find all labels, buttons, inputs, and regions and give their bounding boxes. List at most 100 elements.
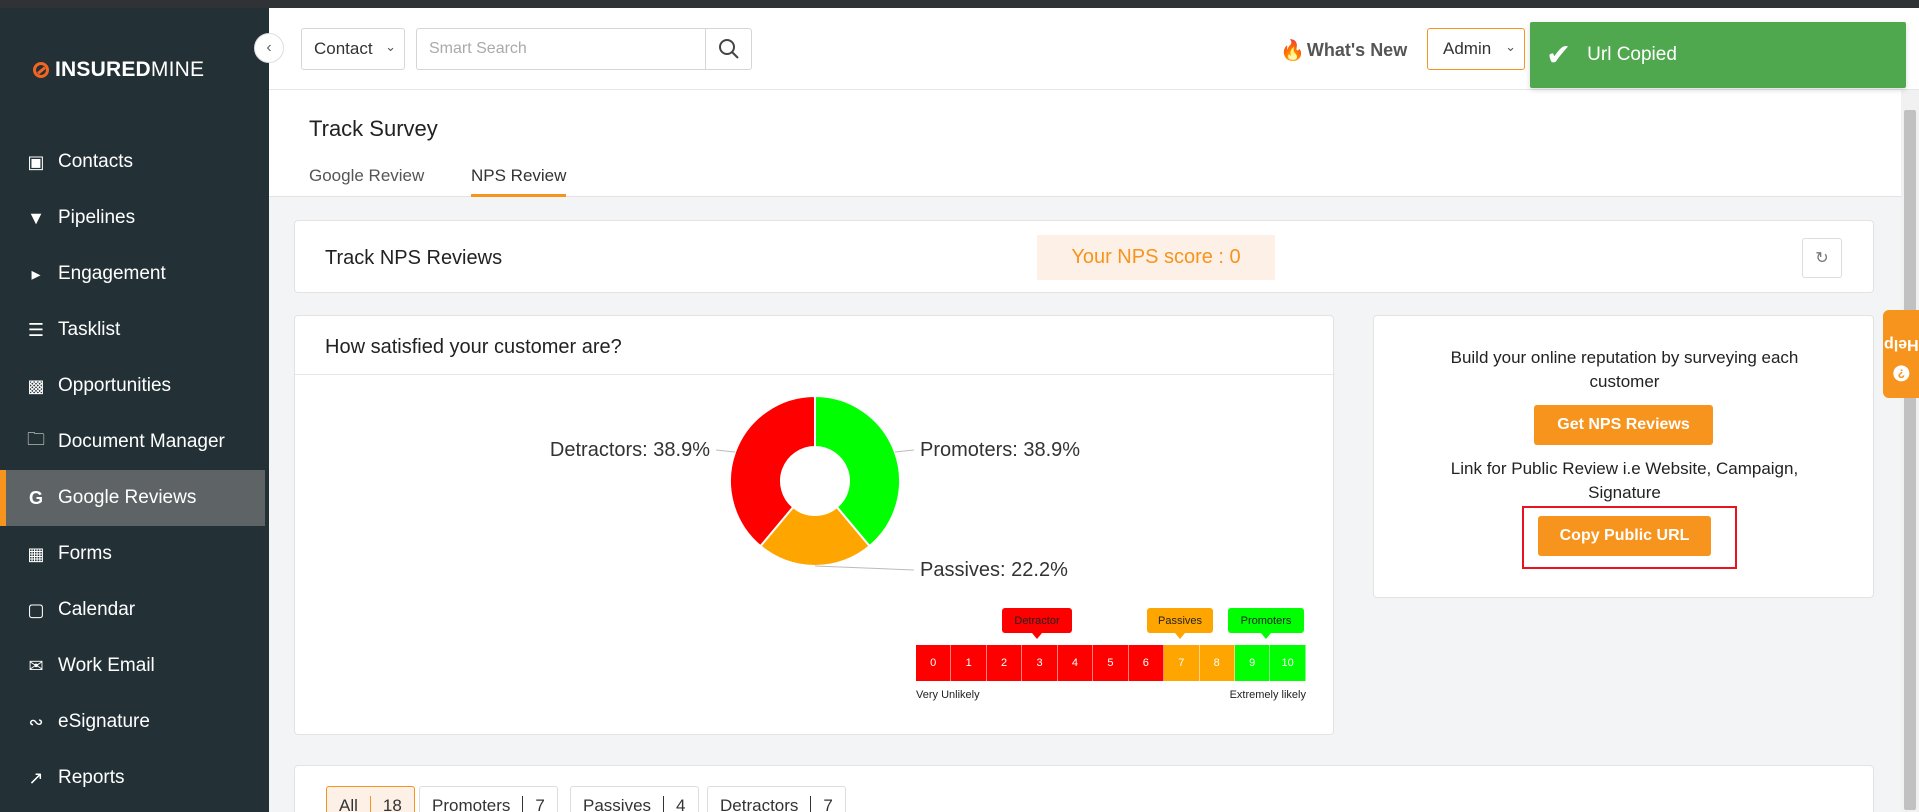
sidebar-item-esignature[interactable]: ∾ eSignature <box>0 694 269 750</box>
scale-cell-0: 0 <box>916 645 952 681</box>
copy-public-url-button[interactable]: Copy Public URL <box>1538 516 1711 556</box>
sidebar: INSURED MINE ▣ Contacts ▼ Pipelines ▸ Engage… <box>0 8 269 812</box>
scale-cell-5: 5 <box>1093 645 1129 681</box>
question-icon: ? <box>1893 365 1910 382</box>
help-tab[interactable]: ? Help <box>1883 310 1919 398</box>
tab-nps-review[interactable]: NPS Review <box>471 166 567 197</box>
contact-type-select[interactable]: Contact ⌄ <box>301 28 405 70</box>
refresh-icon: ↻ <box>1815 250 1829 267</box>
nps-donut-chart: Promoters: 38.9% Passives: 22.2% Detractor… <box>550 394 1080 581</box>
pie-slice-detractors[interactable] <box>729 394 816 548</box>
sidebar-item-engagement[interactable]: ▸ Engagement <box>0 246 269 302</box>
sidebar-nav: ▣ Contacts ▼ Pipelines ▸ Engagement ☰ Taskli… <box>0 134 269 806</box>
tab-google-review[interactable]: Google Review <box>309 166 425 185</box>
nps-score-badge: Your NPS score : 0 <box>1037 235 1275 280</box>
smart-search-input[interactable] <box>416 28 706 70</box>
filter-passives[interactable]: Passives 4 <box>570 786 699 812</box>
nps-card-title: Track NPS Reviews <box>325 247 503 269</box>
filter-label: Promoters <box>432 796 511 812</box>
scale-cells: 0 1 2 3 4 5 6 7 8 9 10 <box>916 645 1306 681</box>
scale-cell-10: 10 <box>1270 645 1306 681</box>
insuredmine-logo[interactable]: INSURED MINE <box>33 58 204 82</box>
scale-cell-7: 7 <box>1164 645 1200 681</box>
filter-count: 4 <box>676 796 686 812</box>
sidebar-item-tasklist[interactable]: ☰ Tasklist <box>0 302 269 358</box>
refresh-button[interactable]: ↻ <box>1802 238 1842 278</box>
separator <box>663 796 665 812</box>
sidebar-item-opportunities[interactable]: ▩ Opportunities <box>0 358 269 414</box>
sidebar-item-contacts[interactable]: ▣ Contacts <box>0 134 269 190</box>
filter-count: 7 <box>535 796 545 812</box>
tasklist-icon: ☰ <box>27 319 45 340</box>
pie-leader-line-passives <box>814 565 915 571</box>
sidebar-item-label: Work Email <box>58 655 155 676</box>
sidebar-item-document-manager[interactable]: 🗀 Document Manager <box>0 414 269 470</box>
browser-top-strip <box>0 0 1919 8</box>
sidebar-item-label: Reports <box>58 767 125 788</box>
sidebar-item-label: Engagement <box>58 263 166 284</box>
chevron-down-icon: ⌄ <box>385 39 396 54</box>
pipelines-icon: ▼ <box>27 207 45 228</box>
sidebar-item-reports[interactable]: ↗ Reports <box>0 750 269 806</box>
calendar-icon: ▢ <box>27 599 45 620</box>
megaphone-icon: ▸ <box>31 263 41 284</box>
separator <box>522 796 524 812</box>
fire-icon: 🔥 <box>1280 40 1305 62</box>
logo-text-bold: INSURED <box>55 58 151 81</box>
filter-label: Detractors <box>720 796 799 812</box>
scale-low-label: Very Unlikely <box>916 689 980 701</box>
sidebar-item-label: Contacts <box>58 151 133 172</box>
whats-new-link[interactable]: 🔥 What's New <box>1280 38 1407 63</box>
scale-high-label: Extremely likely <box>1229 689 1306 701</box>
sidebar-item-pipelines[interactable]: ▼ Pipelines <box>0 190 269 246</box>
sidebar-item-calendar[interactable]: ▢ Calendar <box>0 582 269 638</box>
sidebar-item-label: Opportunities <box>58 375 172 396</box>
detractor-tag: Detractor <box>1002 608 1072 639</box>
admin-select[interactable]: Admin ⌄ <box>1427 28 1525 70</box>
filter-detractors[interactable]: Detractors 7 <box>707 786 846 812</box>
sidebar-item-forms[interactable]: ▦ Forms <box>0 526 269 582</box>
filter-label: All <box>339 796 358 812</box>
forms-icon: ▦ <box>27 543 45 564</box>
sidebar-item-work-email[interactable]: ✉ Work Email <box>0 638 269 694</box>
separator <box>810 796 812 812</box>
sidebar-item-label: Tasklist <box>58 319 121 340</box>
logo-mark-icon <box>33 62 49 78</box>
chart-card-title: How satisfied your customer are? <box>325 336 622 358</box>
sidebar-item-google-reviews[interactable]: G Google Reviews <box>0 470 265 526</box>
contacts-icon: ▣ <box>27 151 45 172</box>
scale-cell-9: 9 <box>1234 645 1271 681</box>
filter-label: Passives <box>583 796 652 812</box>
pie-leader-line-detractors <box>715 449 736 453</box>
filter-promoters[interactable]: Promoters 7 <box>419 786 558 812</box>
card-divider <box>295 374 1335 375</box>
filter-all[interactable]: All 18 <box>326 786 415 812</box>
scale-cell-4: 4 <box>1057 645 1094 681</box>
toast-message: Url Copied <box>1587 44 1677 65</box>
opportunities-icon: ▩ <box>27 375 45 396</box>
page-scrollbar[interactable] <box>1901 90 1919 812</box>
help-label: Help <box>1883 336 1919 353</box>
pie-label-detractors: Detractors: 38.9% <box>550 439 710 461</box>
nps-score-card: Track NPS Reviews Your NPS score : 0 ↻ <box>294 220 1874 293</box>
get-nps-reviews-button[interactable]: Get NPS Reviews <box>1534 405 1713 445</box>
public-link-text: Link for Public Review i.e Website, Camp… <box>1450 459 1799 502</box>
satisfaction-chart-card: How satisfied your customer are? Promote… <box>294 315 1335 735</box>
search-icon <box>718 39 739 59</box>
pie-label-promoters: Promoters: 38.9% <box>920 439 1080 461</box>
contact-select-value: Contact <box>314 39 373 58</box>
scrollbar-thumb[interactable] <box>1904 110 1916 810</box>
separator <box>369 796 371 812</box>
pie-slice-passives[interactable] <box>758 505 872 567</box>
sidebar-collapse-button[interactable]: ‹ <box>254 33 284 63</box>
chevron-left-icon: ‹ <box>266 39 272 56</box>
pie-slice-promoters[interactable] <box>814 394 901 548</box>
sidebar-item-label: Document Manager <box>58 431 225 452</box>
search-button[interactable] <box>705 28 752 70</box>
sidebar-item-label: Google Reviews <box>58 487 197 508</box>
scale-cell-2: 2 <box>986 645 1023 681</box>
pie-leader-line-promoters <box>894 449 915 453</box>
reputation-card: Build your online reputation by surveyin… <box>1373 315 1874 598</box>
google-icon: G <box>28 487 43 508</box>
mail-icon: ✉ <box>28 655 44 676</box>
